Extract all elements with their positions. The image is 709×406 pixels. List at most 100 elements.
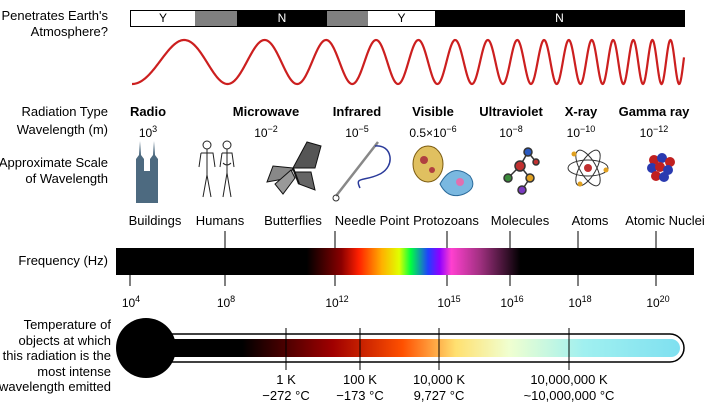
wavelength-gamma-exp: −12 — [653, 124, 669, 134]
scale-item-protozoans: Protozoans — [413, 213, 479, 228]
temperature-1k: 1 K −272 °C — [262, 372, 309, 404]
temperature-10000000k: 10,000,000 K ~10,000,000 °C — [524, 372, 615, 404]
frequency-tick-1e15-exp: 15 — [450, 294, 461, 304]
atmosphere-segment-gray2 — [327, 11, 368, 26]
wavelength-xray: 10−10 — [567, 121, 596, 141]
frequency-ticks — [129, 275, 657, 286]
frequency-tick-1e15: 1015 — [437, 291, 460, 311]
frequency-tick-1e4-base: 10 — [121, 296, 136, 310]
wavelength-xray-exp: −10 — [580, 124, 596, 134]
temperature-10000k-kelvin: 10,000 K — [412, 372, 466, 387]
wavelength-label: Wavelength (m) — [16, 122, 108, 137]
wavelength-gamma-base: 10 — [639, 126, 654, 140]
nucleus-icon — [647, 153, 675, 182]
needle-icon — [332, 141, 391, 202]
temperature-ticks — [285, 328, 570, 370]
molecule-icon — [503, 147, 540, 195]
temperature-label-line3: this radiation is the — [2, 348, 111, 363]
atmosphere-label-line1: Penetrates Earth's — [1, 8, 108, 23]
frequency-tick-1e4: 104 — [122, 291, 140, 311]
wavelength-ultraviolet: 10−8 — [499, 121, 523, 141]
scale-item-buildings: Buildings — [128, 213, 182, 228]
wavelength-microwave-base: 10 — [254, 126, 268, 140]
wavelength-ultraviolet-exp: −8 — [512, 124, 523, 134]
wavelength-visible: 0.5×10−6 — [409, 121, 456, 141]
scale-item-butterflies: Butterflies — [264, 213, 322, 228]
wavelength-radio: 103 — [139, 121, 157, 141]
temperature-10000000k-celsius: ~10,000,000 °C — [523, 388, 615, 403]
frequency-tick-1e20-base: 10 — [646, 296, 660, 310]
radiation-name-xray: X-ray — [564, 104, 598, 119]
scale-item-humans: Humans — [195, 213, 245, 228]
wavelength-microwave-exp: −2 — [267, 124, 278, 134]
temperature-100k-celsius: −173 °C — [336, 388, 384, 403]
atmosphere-segment-gray1 — [195, 11, 237, 26]
frequency-tick-1e18-exp: 18 — [581, 294, 592, 304]
frequency-tick-1e8-exp: 8 — [230, 294, 236, 304]
frequency-bar — [116, 248, 694, 275]
frequency-tick-1e8: 108 — [217, 291, 235, 311]
frequency-tick-1e12-exp: 12 — [338, 294, 349, 304]
atmosphere-segment-n1: N — [277, 11, 287, 25]
atmosphere-segment-y2: Y — [368, 11, 435, 26]
scale-ticks — [224, 231, 657, 248]
frequency-tick-1e18-base: 10 — [568, 296, 582, 310]
scale-item-needle-point: Needle Point — [334, 213, 410, 228]
temperature-1k-celsius: −272 °C — [262, 388, 310, 403]
frequency-tick-1e16: 1016 — [500, 291, 523, 311]
wavelength-infrared: 10−5 — [345, 121, 369, 141]
atmosphere-segment-y1: Y — [131, 11, 195, 26]
frequency-tick-1e15-base: 10 — [437, 296, 451, 310]
radiation-name-gamma: Gamma ray — [618, 104, 690, 119]
protozoan-icon — [412, 145, 474, 197]
scale-item-atoms: Atoms — [571, 213, 609, 228]
atmosphere-label-line2: Atmosphere? — [30, 24, 108, 39]
temperature-1k-kelvin: 1 K — [276, 372, 296, 387]
radiation-name-radio: Radio — [129, 104, 167, 119]
wavelength-microwave: 10−2 — [254, 121, 278, 141]
wavelength-visible-exp: −6 — [446, 124, 457, 134]
buildings-icon — [136, 141, 158, 203]
frequency-tick-1e16-base: 10 — [500, 296, 514, 310]
frequency-tick-1e12-base: 10 — [325, 296, 339, 310]
frequency-tick-1e20: 1020 — [646, 291, 669, 311]
wavelength-ultraviolet-base: 10 — [499, 126, 513, 140]
atom-icon — [567, 149, 609, 187]
scale-label-line2: of Wavelength — [25, 171, 108, 186]
em-wave — [131, 38, 686, 86]
radiation-name-infrared: Infrared — [332, 104, 382, 119]
wavelength-radio-base: 10 — [138, 126, 153, 140]
butterfly-icon — [266, 141, 322, 195]
frequency-tick-1e20-exp: 20 — [659, 294, 670, 304]
temperature-label-line2: objects at which — [18, 332, 112, 348]
radiation-name-microwave: Microwave — [232, 104, 300, 119]
wavelength-radio-exp: 3 — [152, 124, 158, 134]
thermometer — [116, 318, 685, 378]
temperature-label-line5: wavelength emitted — [0, 379, 111, 394]
scale-label: Approximate Scale of Wavelength — [0, 155, 108, 187]
temperature-10000k-celsius: 9,727 °C — [413, 388, 465, 403]
scale-label-line1: Approximate Scale — [0, 155, 108, 170]
scale-item-molecules: Molecules — [490, 213, 550, 228]
radiation-type-label: Radiation Type — [21, 104, 109, 119]
temperature-100k-kelvin: 100 K — [343, 372, 377, 387]
radiation-name-ultraviolet: Ultraviolet — [479, 104, 543, 119]
atmosphere-label: Penetrates Earth's Atmosphere? — [1, 8, 108, 40]
temperature-10000k: 10,000 K 9,727 °C — [413, 372, 465, 404]
scale-item-atomic-nuclei: Atomic Nuclei — [625, 213, 705, 228]
wavelength-infrared-base: 10 — [345, 126, 359, 140]
temperature-label-line1: Temperature of — [23, 317, 111, 332]
temperature-100k: 100 K −173 °C — [336, 372, 383, 404]
wavelength-gamma: 10−12 — [640, 121, 669, 141]
wavelength-infrared-exp: −5 — [358, 124, 369, 134]
atmosphere-segment-n2: N — [555, 11, 564, 25]
humans-icon — [198, 140, 235, 198]
frequency-tick-1e12: 1012 — [325, 291, 348, 311]
temperature-10000000k-kelvin: 10,000,000 K — [530, 372, 608, 387]
frequency-label: Frequency (Hz) — [18, 253, 108, 268]
frequency-tick-1e16-exp: 16 — [513, 294, 524, 304]
wavelength-visible-base: 0.5×10 — [409, 126, 447, 140]
temperature-label: Temperature of objects at which this rad… — [0, 317, 111, 395]
frequency-tick-1e4-exp: 4 — [135, 294, 141, 304]
